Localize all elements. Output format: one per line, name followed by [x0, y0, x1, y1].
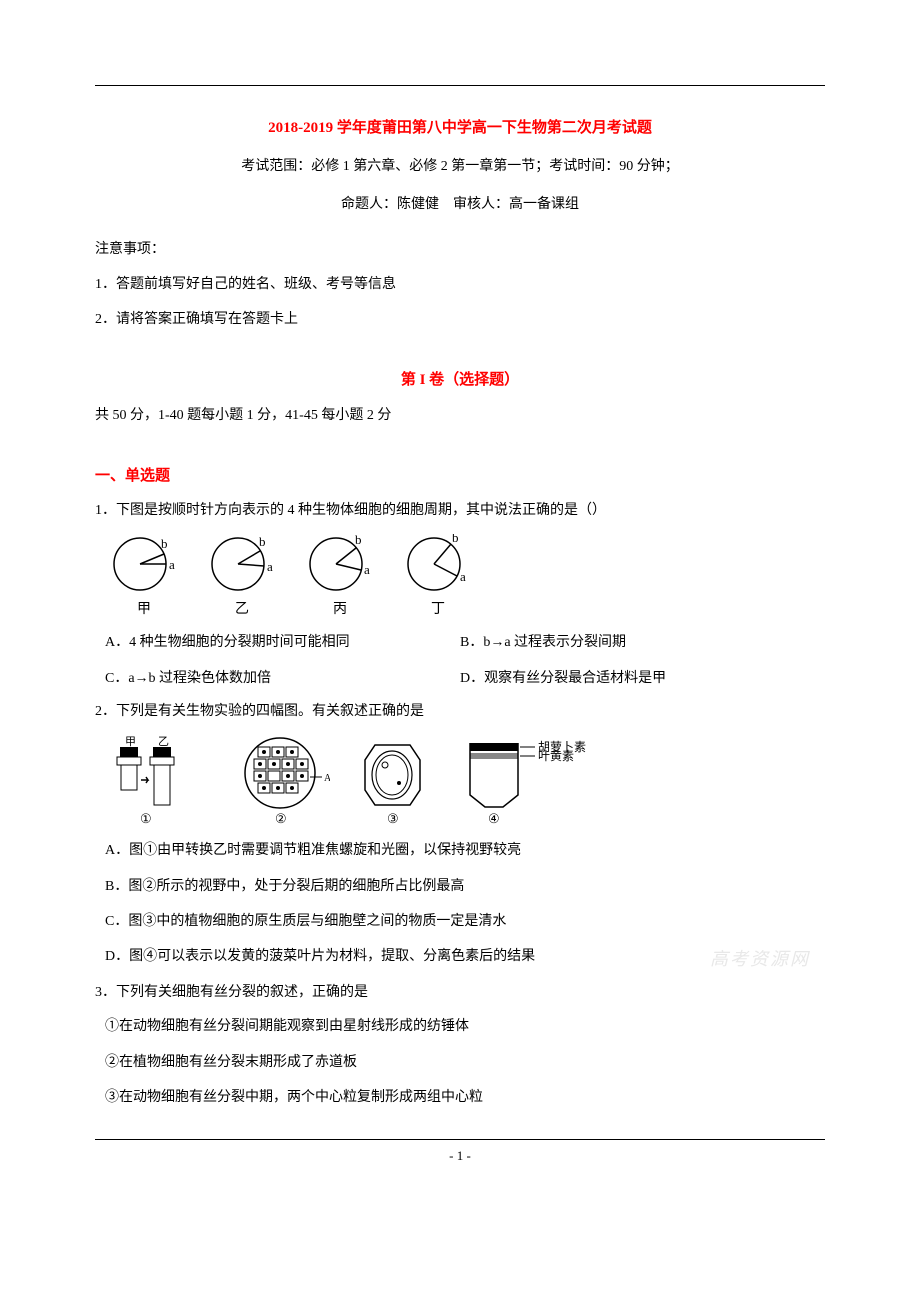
pie-ding: a b 丁: [399, 534, 477, 618]
q1-figures: a b 甲 a b 乙 a b 丙 a b 丁: [105, 534, 825, 618]
svg-text:b: b: [161, 536, 168, 551]
q2-figures: 甲 乙 ① A ② ③: [105, 735, 825, 825]
pie-yi: a b 乙: [203, 534, 281, 618]
q1-opt-b: B．b→a 过程表示分裂间期: [460, 630, 825, 655]
q2-opt-a: A．图①由甲转换乙时需要调节粗准焦螺旋和光圈，以保持视野较亮: [95, 840, 825, 862]
svg-text:b: b: [259, 534, 266, 549]
notice-2: 2．请将答案正确填写在答题卡上: [95, 308, 825, 328]
q1-options-row2: C．a→b 过程染色体数加倍 D．观察有丝分裂最合适材料是甲: [95, 666, 825, 691]
q2-opt-c: C．图③中的植物细胞的原生质层与细胞壁之间的物质一定是清水: [95, 911, 825, 933]
tube-label-jia: 甲: [125, 736, 136, 748]
q2-fig2: A ②: [240, 735, 330, 825]
exam-title: 2018-2019 学年度莆田第八中学高一下生物第二次月考试题: [95, 116, 825, 137]
q3-stmt-1: ①在动物细胞有丝分裂间期能观察到由星射线形成的纺锤体: [95, 1016, 825, 1038]
svg-text:a: a: [169, 557, 175, 572]
pie-jia: a b 甲: [105, 534, 183, 618]
page-number: - 1 -: [95, 1148, 825, 1164]
exam-authors: 命题人：陈健健 审核人：高一备课组: [95, 193, 825, 213]
pie-ding-svg: a b: [399, 534, 477, 594]
pie-jia-label: 甲: [137, 598, 151, 618]
tube-label-yi: 乙: [158, 735, 169, 748]
watermark: 高考资源网: [710, 945, 810, 971]
pie-jia-svg: a b: [105, 534, 183, 594]
q2-fig3: ③: [355, 735, 435, 825]
notice-1: 1．答题前填写好自己的姓名、班级、考号等信息: [95, 273, 825, 293]
q3-stmt-3: ③在动物细胞有丝分裂中期，两个中心粒复制形成两组中心粒: [95, 1087, 825, 1109]
svg-text:④: ④: [488, 811, 500, 825]
svg-text:②: ②: [275, 811, 287, 825]
q3-stmt-2: ②在植物细胞有丝分裂末期形成了赤道板: [95, 1052, 825, 1074]
top-rule: [95, 85, 825, 86]
pie-ding-label: 丁: [431, 598, 445, 618]
q1-opt-a: A．4 种生物细胞的分裂期时间可能相同: [95, 630, 460, 655]
svg-text:b: b: [355, 534, 362, 547]
notice-label: 注意事项：: [95, 238, 825, 258]
svg-text:b: b: [452, 534, 459, 545]
q1-opt-c: C．a→b 过程染色体数加倍: [95, 666, 460, 691]
svg-text:叶黄素: 叶黄素: [538, 749, 574, 763]
score-note: 共 50 分，1-40 题每小题 1 分，41-45 每小题 2 分: [95, 404, 825, 424]
pie-yi-svg: a b: [203, 534, 281, 594]
section-1-header: 第 I 卷（选择题）: [95, 368, 825, 389]
q1-text: 1．下图是按顺时针方向表示的 4 种生物体细胞的细胞周期，其中说法正确的是（）: [95, 500, 825, 522]
bottom-rule: [95, 1139, 825, 1140]
q1-opt-d: D．观察有丝分裂最合适材料是甲: [460, 666, 825, 691]
svg-text:①: ①: [140, 811, 152, 825]
svg-text:a: a: [364, 562, 370, 577]
svg-text:③: ③: [387, 811, 399, 825]
svg-text:a: a: [267, 559, 273, 574]
pie-yi-label: 乙: [235, 598, 249, 618]
pie-bing-label: 丙: [333, 598, 347, 618]
q3-text: 3．下列有关细胞有丝分裂的叙述，正确的是: [95, 982, 825, 1004]
pie-bing: a b 丙: [301, 534, 379, 618]
q1-options-row1: A．4 种生物细胞的分裂期时间可能相同 B．b→a 过程表示分裂间期: [95, 630, 825, 655]
q2-fig1: 甲 乙 ①: [105, 735, 215, 825]
q2-opt-b: B．图②所示的视野中，处于分裂后期的细胞所占比例最高: [95, 876, 825, 898]
q2-fig4: 胡萝卜素 叶黄素 ④: [460, 735, 610, 825]
subsection-header: 一、单选题: [95, 464, 825, 485]
pie-bing-svg: a b: [301, 534, 379, 594]
svg-text:A: A: [324, 773, 330, 784]
exam-subtitle: 考试范围：必修 1 第六章、必修 2 第一章第一节；考试时间：90 分钟；: [95, 155, 825, 175]
svg-text:a: a: [460, 569, 466, 584]
q2-text: 2．下列是有关生物实验的四幅图。有关叙述正确的是: [95, 701, 825, 723]
